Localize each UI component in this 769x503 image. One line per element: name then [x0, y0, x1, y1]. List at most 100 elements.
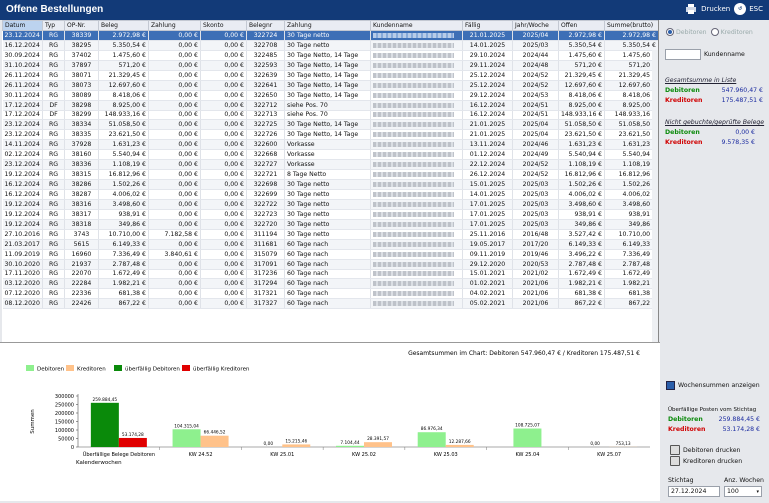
stichtag-field[interactable]: 27.12.2024	[668, 486, 720, 497]
table-cell: RG	[43, 70, 65, 80]
kundenname-label: Kundenname	[704, 51, 745, 58]
kundenname-input[interactable]	[665, 49, 701, 60]
radio-dot	[666, 28, 674, 36]
radio-kreditoren-label: Kreditoren	[721, 29, 753, 36]
column-header[interactable]: Skonto	[201, 21, 247, 31]
overdue-kreditoren-value: 53.174,28 €	[723, 426, 760, 433]
table-cell: 0,00 €	[149, 209, 201, 219]
unchecked-kreditoren-row: Kreditoren 9.578,35 €	[665, 139, 755, 146]
x-tick-label: KW 25.07	[597, 452, 621, 458]
column-header[interactable]: Zahlung	[149, 21, 201, 31]
table-cell: 19.12.2024	[3, 199, 43, 209]
table-cell: RG	[43, 180, 65, 190]
column-header[interactable]: Fällig	[463, 21, 513, 31]
table-cell: 60 Tage nach	[285, 249, 371, 259]
printer-icon[interactable]	[685, 3, 697, 15]
window-title: Offene Bestellungen	[6, 4, 103, 15]
bar	[446, 445, 474, 447]
column-header[interactable]: Kundenname	[371, 21, 463, 31]
print-button[interactable]: Drucken	[701, 5, 730, 13]
table-cell: 322721	[247, 170, 285, 180]
table-cell: 0,00 €	[201, 170, 247, 180]
esc-button[interactable]: ↺ESC	[734, 3, 763, 15]
table-cell: 0,00 €	[201, 229, 247, 239]
table-cell: 38317	[65, 209, 99, 219]
redacted-name	[373, 53, 454, 58]
anz-wochen-stepper[interactable]: 100 ▾	[724, 486, 762, 497]
redacted-name	[373, 301, 454, 306]
table-cell: 1.108,19 €	[605, 160, 659, 170]
x-tick-label: KW 24.52	[189, 452, 213, 458]
table-cell: 6.149,33 €	[605, 239, 659, 249]
table-cell: 17.01.2025	[463, 199, 513, 209]
table-cell: RG	[43, 269, 65, 279]
wochensummen-label: Wochensummen anzeigen	[678, 382, 760, 389]
table-cell: 2024/52	[513, 170, 559, 180]
table-cell: 60 Tage nach	[285, 299, 371, 309]
table-cell: 322641	[247, 80, 285, 90]
table-cell: 4.006,02 €	[559, 190, 605, 200]
column-header[interactable]: OP-Nr.	[65, 21, 99, 31]
table-cell: 2025/04	[513, 31, 559, 41]
redacted-name	[373, 202, 454, 207]
column-header[interactable]: Zahlung	[285, 21, 371, 31]
column-header[interactable]: Summe(brutto)	[605, 21, 659, 31]
wochensummen-checkbox[interactable]: Wochensummen anzeigen	[666, 381, 760, 390]
unchecked-kreditoren-label: Kreditoren	[665, 139, 702, 146]
print-debitoren-button[interactable]: Debitoren drucken	[670, 445, 740, 455]
column-header[interactable]: Offen	[559, 21, 605, 31]
table-cell: 38089	[65, 90, 99, 100]
table-cell: 0,00 €	[149, 40, 201, 50]
table-cell	[371, 199, 463, 209]
table-cell: 21.329,45 €	[559, 70, 605, 80]
column-header[interactable]: Jahr/Woche	[513, 21, 559, 31]
table-cell: 21.01.2025	[463, 120, 513, 130]
table-cell: 0,00 €	[201, 279, 247, 289]
table-cell: 0,00 €	[201, 209, 247, 219]
vertical-scrollbar[interactable]	[652, 50, 658, 342]
radio-kreditoren[interactable]: Kreditoren	[711, 28, 753, 36]
stepper-arrows-icon[interactable]: ▾	[756, 489, 759, 495]
column-header[interactable]: Datum	[3, 21, 43, 31]
column-header[interactable]: Belegnr	[247, 21, 285, 31]
plot-area: 050000100000150000200000250000300000Summ…	[30, 394, 650, 466]
radio-debitoren[interactable]: Debitoren	[666, 28, 707, 36]
table-cell: 1.108,19 €	[99, 160, 149, 170]
table-cell: 8.925,00 €	[605, 100, 659, 110]
column-header[interactable]: Typ	[43, 21, 65, 31]
table-cell: 317321	[247, 289, 285, 299]
print-kreditoren-button[interactable]: Kreditoren drucken	[670, 456, 742, 466]
column-header[interactable]: Beleg	[99, 21, 149, 31]
table-cell: 322485	[247, 50, 285, 60]
table-cell: 17.11.2020	[3, 269, 43, 279]
table-cell: RG	[43, 120, 65, 130]
